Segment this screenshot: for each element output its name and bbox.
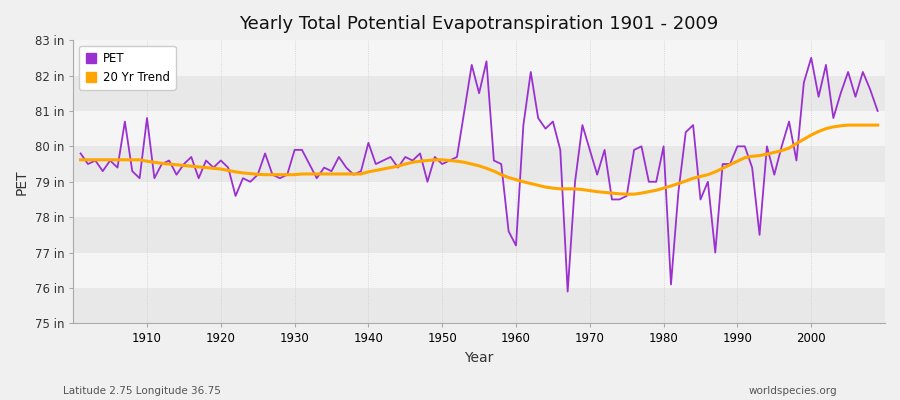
Bar: [73, 76, 885, 111]
Y-axis label: PET: PET: [15, 169, 29, 194]
X-axis label: Year: Year: [464, 351, 494, 365]
Bar: [73, 111, 885, 146]
Text: worldspecies.org: worldspecies.org: [749, 386, 837, 396]
Bar: [73, 217, 885, 252]
Title: Yearly Total Potential Evapotranspiration 1901 - 2009: Yearly Total Potential Evapotranspiratio…: [239, 15, 719, 33]
Bar: [73, 40, 885, 76]
Bar: [73, 288, 885, 324]
Text: Latitude 2.75 Longitude 36.75: Latitude 2.75 Longitude 36.75: [63, 386, 220, 396]
Bar: [73, 146, 885, 182]
Legend: PET, 20 Yr Trend: PET, 20 Yr Trend: [79, 46, 176, 90]
Bar: [73, 182, 885, 217]
Bar: [73, 252, 885, 288]
